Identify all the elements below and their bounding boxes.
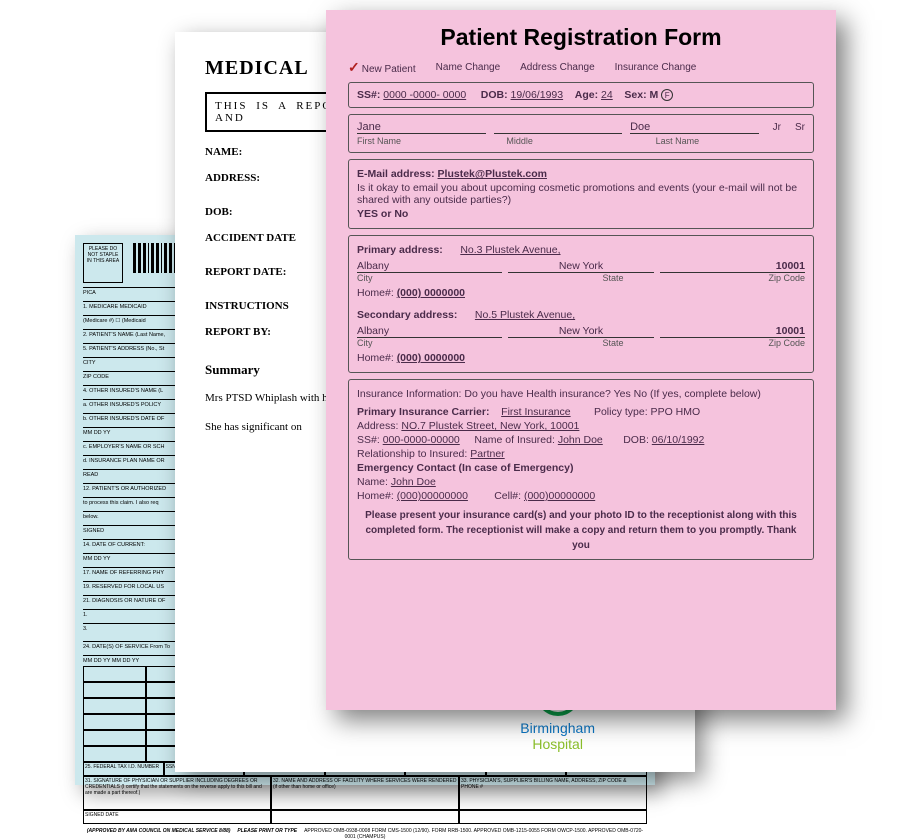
email-yes-no: YES or No bbox=[357, 208, 805, 220]
opt-insurance-change: Insurance Change bbox=[615, 62, 697, 73]
email-value: Plustek@Plustek.com bbox=[438, 168, 547, 180]
lbl-first: First Name bbox=[357, 136, 506, 146]
emergency-heading: Emergency Contact (In case of Emergency) bbox=[357, 462, 805, 474]
ssn-label: SS#: bbox=[357, 89, 380, 101]
secondary-addr-label: Secondary address: bbox=[357, 309, 457, 321]
staple-warning: PLEASE DO NOT STAPLE IN THIS AREA bbox=[83, 243, 123, 283]
secondary-addr-street: No.5 Plustek Avenue, bbox=[475, 309, 575, 321]
emerg-cell: (000)00000000 bbox=[524, 490, 595, 502]
ins-dob: 06/10/1992 bbox=[652, 434, 705, 446]
ins-dob-label: DOB: bbox=[623, 434, 649, 446]
relationship-label: Relationship to Insured: bbox=[357, 448, 467, 460]
sex-label: Sex: M bbox=[624, 89, 658, 101]
insurance-question: Insurance Information: Do you have Healt… bbox=[357, 388, 805, 400]
check-icon: ✓ bbox=[348, 59, 360, 75]
email-label: E-Mail address: bbox=[357, 168, 435, 180]
sex-f-circle: F bbox=[661, 89, 673, 101]
age-label: Age: bbox=[575, 89, 598, 101]
middle-name bbox=[494, 121, 623, 134]
ins-ssn: 000-0000-00000 bbox=[383, 434, 460, 446]
lbl-state: State bbox=[549, 273, 677, 283]
emerg-home-label: Home#: bbox=[357, 490, 394, 502]
relationship-value: Partner bbox=[470, 448, 504, 460]
insurance-footer-note: Please present your insurance card(s) an… bbox=[357, 508, 805, 553]
primary-city: Albany bbox=[357, 260, 502, 273]
opt-new-patient: New Patient bbox=[362, 64, 416, 75]
home-phone-label: Home#: bbox=[357, 287, 394, 299]
emerg-name-label: Name: bbox=[357, 476, 388, 488]
cms-signature-row: 31. SIGNATURE OF PHYSICIAN OR SUPPLIER I… bbox=[83, 776, 647, 810]
lbl-last: Last Name bbox=[656, 136, 805, 146]
lbl-middle: Middle bbox=[506, 136, 655, 146]
document-stack: PLEASE DO NOT STAPLE IN THIS AREA PICA1.… bbox=[80, 10, 840, 810]
ssn-value: 0000 -0000- 0000 bbox=[383, 89, 466, 101]
ins-ssn-label: SS#: bbox=[357, 434, 380, 446]
policy-type: Policy type: PPO HMO bbox=[594, 406, 700, 418]
email-consent-text: Is it okay to email you about upcoming c… bbox=[357, 182, 805, 206]
logo-text-2: Hospital bbox=[520, 736, 595, 752]
ins-addr: NO.7 Plustek Street, New York, 10001 bbox=[401, 420, 579, 432]
emerg-cell-label: Cell#: bbox=[494, 490, 521, 502]
email-box: E-Mail address: Plustek@Plustek.com Is i… bbox=[348, 159, 814, 229]
ins-addr-label: Address: bbox=[357, 420, 398, 432]
barcode-icon bbox=[133, 243, 177, 283]
cms-signed-line: SIGNED DATE bbox=[83, 810, 647, 824]
insurance-box: Insurance Information: Do you have Healt… bbox=[348, 379, 814, 560]
reg-title: Patient Registration Form bbox=[348, 24, 814, 51]
insured-name: John Doe bbox=[558, 434, 603, 446]
address-box: Primary address: No.3 Plustek Avenue, Al… bbox=[348, 235, 814, 373]
opt-name-change: Name Change bbox=[436, 62, 500, 73]
patient-registration-form: Patient Registration Form ✓New Patient N… bbox=[326, 10, 836, 710]
secondary-zip: 10001 bbox=[660, 325, 805, 338]
dob-label: DOB: bbox=[481, 89, 508, 101]
dob-value: 19/06/1993 bbox=[511, 89, 564, 101]
secondary-state: New York bbox=[508, 325, 653, 338]
patient-type-options: ✓New Patient Name Change Address Change … bbox=[348, 59, 814, 76]
primary-addr-label: Primary address: bbox=[357, 244, 443, 256]
insured-label: Name of Insured: bbox=[474, 434, 555, 446]
last-name: Doe bbox=[630, 121, 759, 134]
suffix-jr: Jr bbox=[773, 122, 781, 133]
first-name: Jane bbox=[357, 121, 486, 134]
logo-text-1: Birmingham bbox=[520, 720, 595, 736]
home-phone: (000) 0000000 bbox=[397, 287, 465, 299]
lbl-city: City bbox=[357, 273, 549, 283]
opt-address-change: Address Change bbox=[520, 62, 595, 73]
suffix-sr: Sr bbox=[795, 122, 805, 133]
secondary-city: Albany bbox=[357, 325, 502, 338]
identity-box: SS#: 0000 -0000- 0000 DOB: 19/06/1993 Ag… bbox=[348, 82, 814, 108]
primary-addr-street: No.3 Plustek Avenue, bbox=[460, 244, 560, 256]
primary-state: New York bbox=[508, 260, 653, 273]
emerg-home: (000)00000000 bbox=[397, 490, 468, 502]
lbl-zip: Zip Code bbox=[677, 273, 805, 283]
emerg-name: John Doe bbox=[391, 476, 436, 488]
primary-zip: 10001 bbox=[660, 260, 805, 273]
secondary-home-phone: (000) 0000000 bbox=[397, 352, 465, 364]
carrier-label: Primary Insurance Carrier: bbox=[357, 406, 489, 418]
carrier-value: First Insurance bbox=[501, 406, 570, 418]
cms-footer: (APPROVED BY AMA COUNCIL ON MEDICAL SERV… bbox=[83, 828, 647, 840]
name-box: Jane Doe Jr Sr First Name Middle Last Na… bbox=[348, 114, 814, 153]
age-value: 24 bbox=[601, 89, 613, 101]
